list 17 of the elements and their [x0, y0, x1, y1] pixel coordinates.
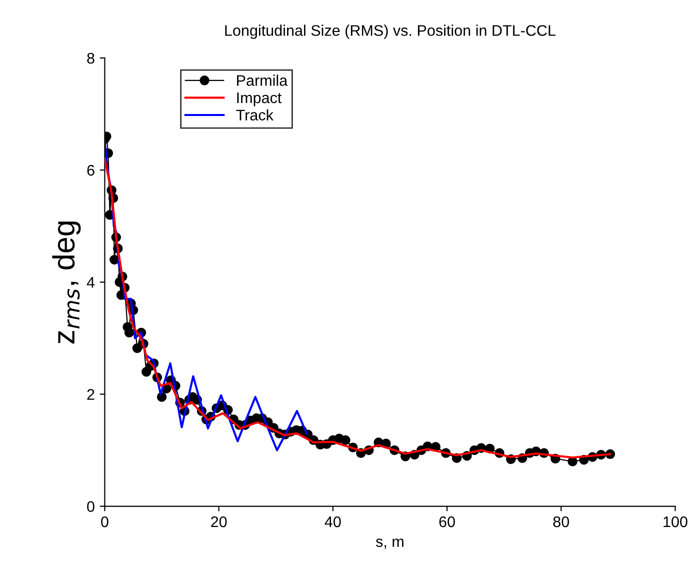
x-tick-label: 0	[101, 516, 108, 528]
y-tick-label: 8	[87, 52, 94, 64]
x-tick-label: 20	[211, 516, 227, 528]
y-tick-label: 2	[87, 389, 94, 400]
legend-label: Impact	[237, 92, 282, 106]
y-tick-label: 0	[87, 501, 94, 512]
x-axis-title: s, m	[376, 538, 404, 549]
x-tick-label: 100	[664, 516, 688, 528]
legend-label: Track	[236, 109, 274, 120]
x-tick-label: 60	[439, 516, 455, 528]
y-tick-label: 4	[86, 277, 95, 288]
chart-title: Longitudinal Size (RMS) vs. Position in DTL-CCL	[225, 24, 556, 39]
x-tick-label: 40	[324, 516, 341, 528]
y-tick-label: 6	[87, 164, 94, 176]
y-axis-title: z$_{rms}$, deg	[52, 222, 81, 344]
x-tick-label: 80	[553, 516, 570, 528]
legend-label: Parmila	[237, 74, 288, 86]
